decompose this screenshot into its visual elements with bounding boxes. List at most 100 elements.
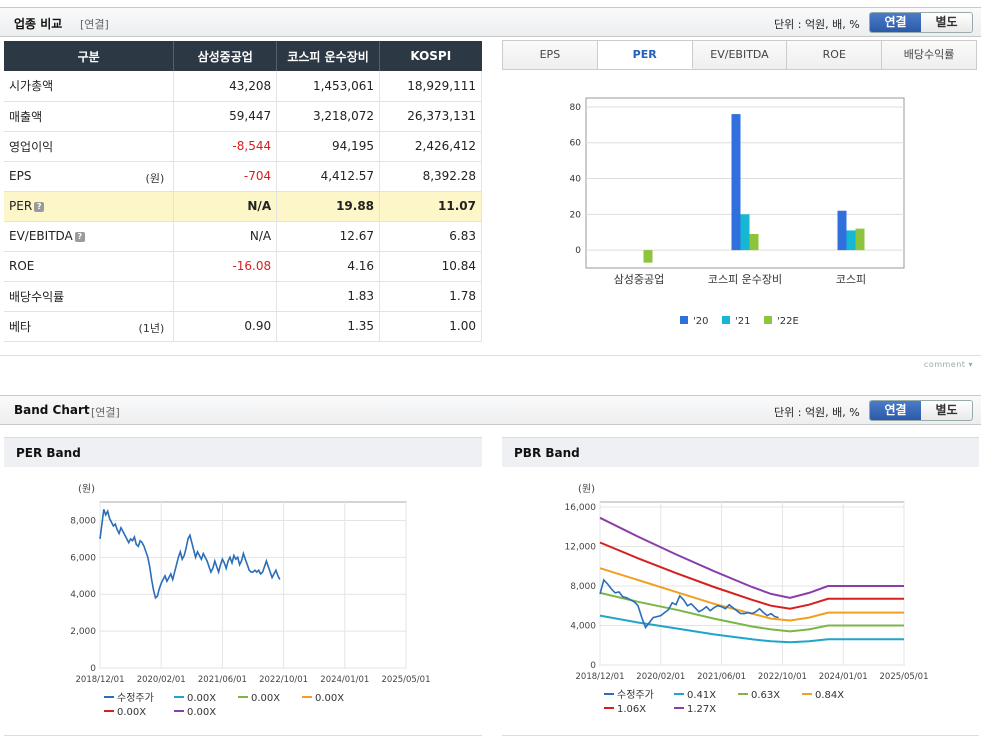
tab-per[interactable]: PER (597, 41, 693, 69)
legend-swatch (680, 316, 688, 324)
sector-compare-header: 업종 비교 [연결] 단위 : 억원, 배, % 연결 별도 (0, 7, 981, 37)
y-tick-label: 4,000 (70, 590, 96, 600)
cell-value: 2,426,412 (379, 131, 482, 162)
row-label-text: 매출액 (9, 109, 43, 124)
tab-dividend-yield[interactable]: 배당수익률 (882, 41, 976, 69)
bar-21-2 (846, 230, 856, 251)
cell-value: -8,544 (173, 131, 278, 162)
series-line-0 (99, 509, 281, 600)
table-row: EPS (원) -704 4,412.57 8,392.28 (4, 161, 482, 192)
series-line-3 (599, 567, 904, 622)
bar-20-1 (731, 114, 741, 251)
col-header: 구분 (4, 41, 175, 71)
legend-label: 1.27X (687, 704, 716, 715)
legend-label: 0.00X (315, 693, 344, 704)
x-tick-label: 2021/06/01 (198, 675, 247, 685)
table-row: 베타 (1년) 0.90 1.35 1.00 (4, 311, 482, 342)
legend-label: 0.63X (751, 690, 780, 701)
bar-22E-0 (643, 250, 653, 263)
legend-label: 수정주가 (117, 692, 154, 704)
band-basis-label: [연결] (91, 406, 120, 419)
row-label-text: 영업이익 (9, 139, 54, 154)
legend-label: 1.06X (617, 704, 646, 715)
cell-value: 18,929,111 (379, 71, 482, 102)
table-row: 매출액 59,447 3,218,072 26,373,131 (4, 101, 482, 132)
row-label-text: 배당수익률 (9, 289, 65, 304)
legend-swatch (722, 316, 730, 324)
x-category-label: 코스피 (836, 273, 866, 286)
row-unit: (원) (145, 171, 165, 185)
band-separate-button[interactable]: 별도 (921, 401, 972, 420)
cell-value: N/A (173, 191, 278, 222)
y-tick-label: 20 (570, 210, 582, 220)
pbr-band-title: PBR Band (514, 446, 580, 460)
row-label: 매출액 (4, 101, 175, 132)
bar-21-1 (740, 214, 750, 251)
row-label-text: 시가총액 (9, 79, 54, 94)
legend-label: 0.00X (251, 693, 280, 704)
bar-22E-2 (855, 228, 865, 251)
unit-label: 단위 : 억원, 배, % (774, 406, 860, 419)
help-icon[interactable]: ? (34, 201, 45, 212)
y-tick-label: 4,000 (570, 621, 596, 631)
cell-value: 3,218,072 (276, 101, 381, 132)
cell-value: 8,392.28 (379, 161, 482, 192)
legend-label: '22E (777, 316, 799, 327)
metric-tabs: EPS PER EV/EBITDA ROE 배당수익률 (502, 40, 977, 70)
row-label: 시가총액 (4, 71, 175, 102)
tab-eps[interactable]: EPS (503, 41, 598, 69)
tab-roe[interactable]: ROE (787, 41, 883, 69)
cell-value: 43,208 (173, 71, 278, 102)
legend-label: 0.84X (815, 690, 844, 701)
cell-value: 94,195 (276, 131, 381, 162)
series-line-4 (599, 541, 904, 610)
x-tick-label: 2024/01/01 (320, 675, 369, 685)
band-consolidated-toggle: 연결 별도 (869, 400, 973, 421)
legend-label: 0.41X (687, 690, 716, 701)
cell-value: 0.90 (173, 311, 278, 342)
y-tick-label: 8,000 (570, 582, 596, 592)
y-tick-label: 60 (570, 139, 582, 149)
y-axis-unit: (원) (578, 483, 595, 495)
cell-value: -704 (173, 161, 278, 192)
y-tick-label: 40 (570, 175, 582, 185)
divider (4, 735, 482, 736)
table-row: ROE -16.08 4.16 10.84 (4, 251, 482, 282)
x-category-label: 코스피 운수장비 (708, 273, 782, 286)
per-band-title: PER Band (16, 446, 81, 460)
cell-value (173, 281, 278, 312)
x-tick-label: 2020/02/01 (137, 675, 186, 685)
series-line-5 (599, 516, 904, 599)
table-row-highlighted: PER? N/A 19.88 11.07 (4, 191, 482, 222)
y-tick-label: 0 (90, 664, 96, 674)
per-bar-chart: 0 20 40 60 80 삼성중공업 코스피 운수장비 코스피 '20 '21 '22E (570, 97, 905, 327)
per-band-chart: (원) 0 2,000 4,000 6,000 8,000 2018/12/01 2020/0… (70, 483, 430, 718)
band-consolidated-button[interactable]: 연결 (870, 401, 921, 420)
comment-toggle[interactable]: comment ▾ (923, 360, 973, 369)
row-label: ROE (4, 251, 175, 282)
band-chart-title: Band Chart (14, 403, 90, 417)
x-tick-label: 2021/06/01 (697, 672, 746, 682)
row-label-text: EV/EBITDA (9, 229, 73, 243)
cell-value: 1.35 (276, 311, 381, 342)
row-label-text: ROE (9, 259, 35, 273)
plot-area (599, 501, 905, 666)
x-category-label: 삼성중공업 (614, 273, 665, 286)
col-header: KOSPI (379, 41, 482, 71)
row-label-text: PER (9, 199, 33, 213)
legend-label: 0.00X (187, 693, 216, 704)
help-icon[interactable]: ? (74, 231, 85, 242)
separate-button[interactable]: 별도 (921, 13, 972, 32)
cell-value: 11.07 (379, 191, 482, 222)
col-header: 코스피 운수장비 (276, 41, 381, 71)
cell-value: 1.83 (276, 281, 381, 312)
consolidated-button[interactable]: 연결 (870, 13, 921, 32)
sector-basis-label: [연결] (80, 18, 109, 31)
cell-value: 10.84 (379, 251, 482, 282)
cell-value: 1.00 (379, 311, 482, 342)
tab-ev-ebitda[interactable]: EV/EBITDA (692, 41, 788, 69)
x-tick-label: 2018/12/01 (76, 675, 125, 685)
cell-value: N/A (173, 221, 278, 252)
cell-value: 19.88 (276, 191, 381, 222)
table-row: 영업이익 -8,544 94,195 2,426,412 (4, 131, 482, 162)
